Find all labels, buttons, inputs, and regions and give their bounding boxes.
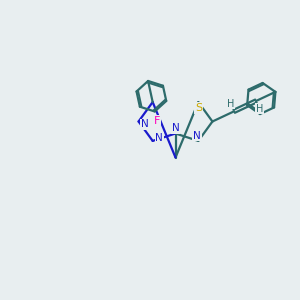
Text: H: H [256, 104, 263, 114]
Text: F: F [154, 116, 160, 126]
Text: N: N [141, 119, 149, 130]
Text: N: N [172, 123, 179, 133]
Text: N: N [155, 133, 163, 143]
Text: S: S [195, 103, 202, 113]
Text: H: H [227, 99, 234, 109]
Text: N: N [193, 130, 201, 140]
